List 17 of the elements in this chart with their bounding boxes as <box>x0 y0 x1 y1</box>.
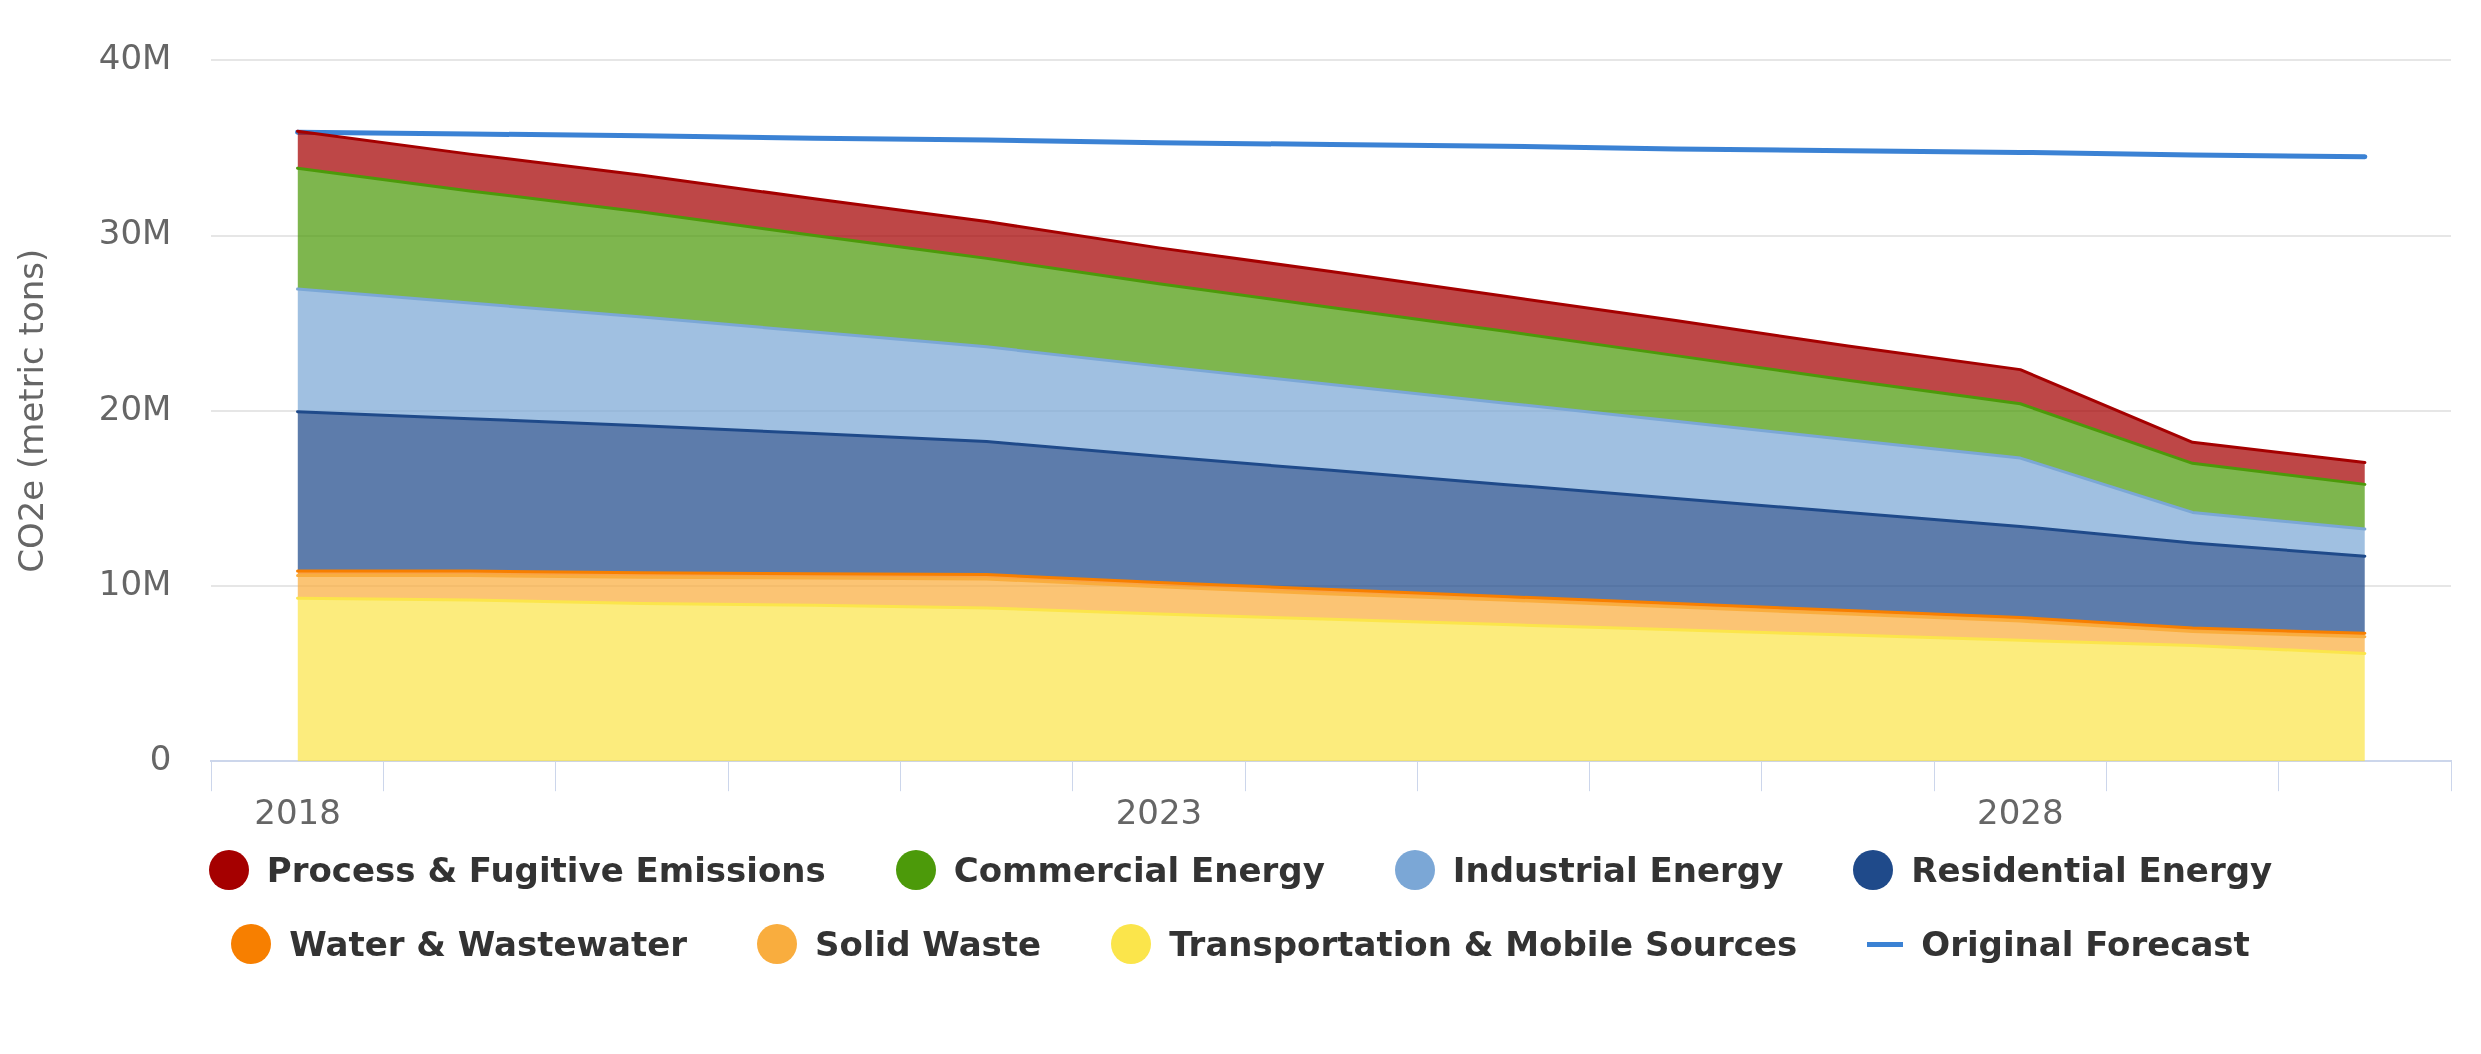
x-tick-label: 2018 <box>254 792 341 833</box>
x-tick-label: 2023 <box>1115 792 1203 833</box>
legend-label: Transportation & Mobile Sources <box>1169 924 1798 964</box>
y-axis-title: CO2e (metric tons) <box>11 248 52 573</box>
y-tick-label: 20M <box>98 387 172 428</box>
y-tick-label: 0 <box>149 738 172 779</box>
legend-label: Commercial Energy <box>953 850 1325 890</box>
x-tick-label: 2028 <box>1977 792 2064 833</box>
legend-label: Water & Wastewater <box>289 924 688 964</box>
legend-label: Industrial Energy <box>1452 850 1784 890</box>
legend-label: Original Forecast <box>1921 924 2250 964</box>
legend-label: Process & Fugitive Emissions <box>266 850 826 890</box>
y-tick-label: 30M <box>98 212 172 253</box>
legend-label: Residential Energy <box>1911 850 2273 890</box>
y-tick-label: 40M <box>98 37 172 78</box>
legend-label: Solid Waste <box>815 924 1042 964</box>
y-tick-label: 10M <box>98 562 172 603</box>
